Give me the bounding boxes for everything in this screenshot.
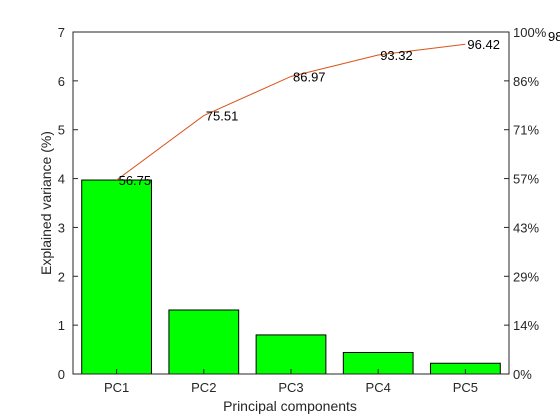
y-tick-label: 0 — [58, 367, 65, 382]
x-tick-label-pc1: PC1 — [104, 380, 129, 395]
y2-tick-label: 71% — [513, 123, 539, 138]
x-tick-label-pc4: PC4 — [366, 380, 391, 395]
bar-pc1 — [81, 179, 152, 375]
y2-tick-label: 43% — [513, 220, 539, 235]
y2-tick-label: 29% — [513, 269, 539, 284]
x-axis-label: Principal components — [223, 398, 357, 414]
bars-group — [81, 179, 501, 375]
y-axis-label: Explained variance (%) — [38, 131, 54, 275]
cumulative-data-label: 86.97 — [293, 69, 326, 84]
cumulative-data-label: 93.32 — [380, 48, 413, 63]
y-tick-label: 2 — [58, 269, 65, 284]
y-tick-label: 7 — [58, 25, 65, 40]
y-tick-label: 1 — [58, 318, 65, 333]
x-tick-label-pc5: PC5 — [453, 380, 478, 395]
extra-data-label: 98 — [548, 29, 560, 44]
cumulative-data-label: 56.75 — [119, 173, 152, 188]
y2-tick-label: 14% — [513, 318, 539, 333]
x-tick-label-pc2: PC2 — [191, 380, 216, 395]
cumulative-data-label: 75.51 — [206, 109, 239, 124]
cumulative-data-label: 96.42 — [467, 37, 500, 52]
bar-pc2 — [168, 309, 240, 375]
y2-tick-label: 86% — [513, 74, 539, 89]
x-tick-label-pc3: PC3 — [278, 380, 303, 395]
cumulative-line-group — [116, 43, 466, 181]
axes-group — [72, 31, 510, 375]
y2-tick-label: 100% — [513, 25, 547, 40]
y-tick-label: 6 — [58, 74, 65, 89]
y2-tick-label: 57% — [513, 172, 539, 187]
y-tick-label: 3 — [58, 220, 65, 235]
y-tick-label: 4 — [58, 172, 65, 187]
labels-group: 0 1 2 3 4 5 6 7 0% 14% 29% 43% 57% 71% 86% 100% PC1 PC2 PC… — [58, 25, 560, 395]
y2-tick-label: 0% — [513, 367, 532, 382]
cumulative-line — [116, 43, 466, 181]
bar-pc3 — [255, 334, 327, 375]
y-tick-label: 5 — [58, 123, 65, 138]
